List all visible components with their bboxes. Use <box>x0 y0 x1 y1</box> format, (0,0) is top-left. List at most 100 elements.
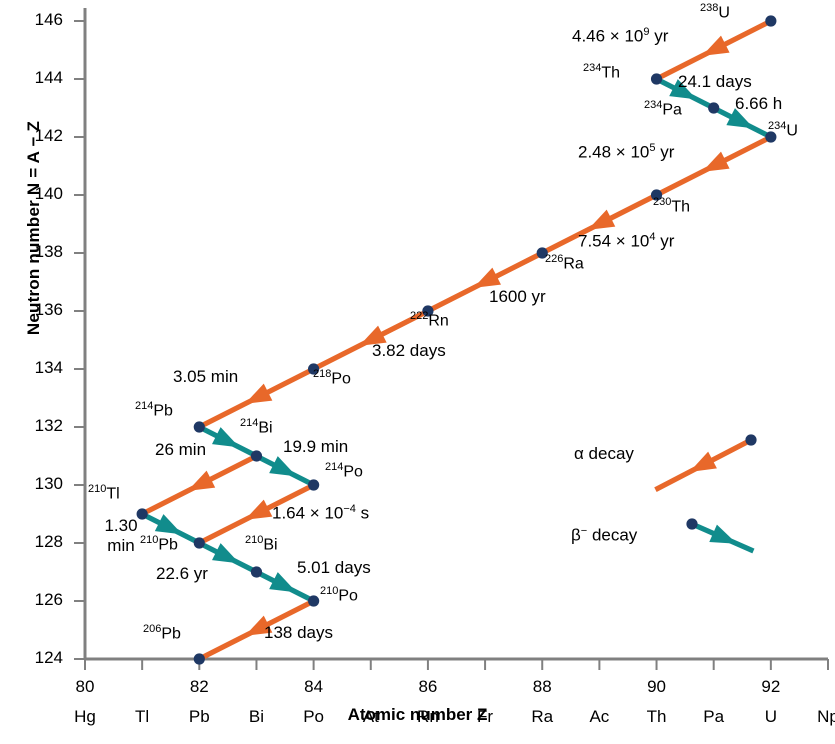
legend-beta-node <box>686 518 698 530</box>
x-tick-92: 92 <box>761 677 781 696</box>
nuclide-node-Po214[interactable] <box>308 479 320 491</box>
nuclide-label-Th234: 234Th <box>583 62 621 82</box>
nuclide-node-Pb214[interactable] <box>193 421 205 433</box>
legend-arrow-layer <box>654 434 757 554</box>
nuclide-node-U234[interactable] <box>765 131 777 143</box>
decay-arrow-Po214-to-Pb210 <box>202 484 311 544</box>
nuclide-label-Th230: 230Th <box>653 196 691 216</box>
x-element-U: U <box>764 707 777 726</box>
nuclide-node-Th234[interactable] <box>650 73 663 85</box>
decay-arrow-Ra226-to-Rn222 <box>431 252 539 312</box>
y-tick-142: 142 <box>34 126 63 145</box>
nuclide-node-Th230[interactable] <box>650 189 663 201</box>
nuclide-label-U238: 238U <box>700 2 730 22</box>
nuclide-node-Po210[interactable] <box>308 595 320 607</box>
y-tick-124: 124 <box>34 648 63 667</box>
decay-arrow-Th234-to-Pa234 <box>659 78 711 109</box>
decay-arrow-Bi214-to-Tl210 <box>145 455 254 515</box>
decay-arrow-U234-to-Th230 <box>659 136 768 196</box>
half-life-hl-Po210: 138 days <box>264 623 333 642</box>
nuclide-node-Ra226[interactable] <box>536 247 548 259</box>
y-tick-146: 146 <box>34 10 63 29</box>
half-life-hl-Pb214: 26 min <box>155 440 207 459</box>
nuclide-label-Rn222: 222Rn <box>410 310 449 330</box>
axis-layer <box>74 8 829 670</box>
decay-arrow-Bi210-to-Po210 <box>259 571 311 602</box>
nuclide-label-Po214: 214Po <box>325 461 363 481</box>
decay-arrow-Th230-to-Ra226 <box>545 194 654 254</box>
y-axis-title: Neutron number N = A − Z <box>24 120 43 336</box>
nuclide-node-Bi214[interactable] <box>250 450 263 462</box>
decay-arrow-layer <box>145 20 768 660</box>
half-life-hl-Bi214: 19.9 min <box>283 437 349 456</box>
decay-arrow-Rn222-to-Po218 <box>316 310 425 370</box>
decay-arrow-U238-to-Th234 <box>659 20 768 80</box>
nuclide-node-Bi210[interactable] <box>250 566 263 578</box>
x-element-Bi: Bi <box>248 707 265 726</box>
y-tick-140: 140 <box>34 184 63 203</box>
nuclide-label-Pa234: 234Pa <box>644 99 682 119</box>
x-tick-86: 86 <box>418 677 438 696</box>
nuclide-node-Pb210[interactable] <box>193 537 205 549</box>
y-tick-144: 144 <box>34 68 63 87</box>
y-tick-138: 138 <box>34 242 63 261</box>
nuclide-label-Pb210: 210Pb <box>140 534 178 554</box>
half-life-hl-Tl210: 1.30 min <box>104 516 138 556</box>
nuclide-label-Pb214: 214Pb <box>135 400 173 420</box>
nuclide-label-Tl210: 210Tl <box>88 483 120 503</box>
legend-beta: β− decay <box>571 525 638 545</box>
nuclide-node-Rn222[interactable] <box>422 305 434 317</box>
half-life-hl-Po218: 3.05 min <box>173 367 239 386</box>
decay-arrow-Po218-to-Pb214 <box>202 368 311 428</box>
nuclide-node-U238[interactable] <box>765 15 777 27</box>
x-element-Ra: Ra <box>531 707 554 726</box>
x-element-At: At <box>362 707 379 726</box>
half-life-hl-U238: 4.46 × 109 yr <box>572 26 669 46</box>
decay-arrow-Pb214-to-Bi214 <box>202 426 254 457</box>
x-tick-90: 90 <box>647 677 666 696</box>
legend-alpha: α decay <box>574 444 634 463</box>
y-tick-126: 126 <box>34 590 63 609</box>
y-tick-132: 132 <box>34 416 63 435</box>
y-tick-136: 136 <box>34 300 63 319</box>
y-tick-134: 134 <box>34 358 63 377</box>
x-element-Tl: Tl <box>135 707 150 726</box>
x-element-Hg: Hg <box>74 707 96 726</box>
nuclide-node-Po218[interactable] <box>308 363 320 375</box>
nuclide-label-U234: 234U <box>768 120 798 140</box>
half-life-hl-Th230: 7.54 × 104 yr <box>578 231 675 251</box>
x-element-Fr: Fr <box>477 707 494 726</box>
half-life-hl-U234: 2.48 × 105 yr <box>578 142 675 162</box>
nuclide-node-Pa234[interactable] <box>708 102 720 114</box>
legend-alpha-node <box>745 434 757 446</box>
nuclide-label-Po210: 210Po <box>320 585 358 605</box>
x-element-Rn: Rn <box>417 707 439 726</box>
x-element-Ac: Ac <box>589 707 610 726</box>
decay-arrow-Po210-to-Pb206 <box>202 600 311 660</box>
half-life-hl-Rn222: 3.82 days <box>372 341 446 360</box>
nuclide-label-Bi214: 214Bi <box>240 417 273 437</box>
half-life-hl-Pa234: 6.66 h <box>735 94 783 113</box>
nuclide-label-Po218: 218Po <box>313 368 351 388</box>
decay-arrow-Bi214-to-Po214 <box>259 455 311 486</box>
half-life-hl-Bi210: 5.01 days <box>297 558 371 577</box>
x-tick-82: 82 <box>189 677 209 696</box>
decay-arrow-Pb210-to-Bi210 <box>202 542 254 573</box>
x-element-Po: Po <box>303 707 324 726</box>
half-life-hl-Th234: 24.1 days <box>678 72 752 91</box>
half-life-hl-Ra226: 1600 yr <box>489 287 546 306</box>
nuclide-label-Ra226: 226Ra <box>545 253 584 273</box>
y-tick-128: 128 <box>34 532 63 551</box>
y-tick-130: 130 <box>34 474 63 493</box>
x-tick-84: 84 <box>304 677 324 696</box>
x-tick-88: 88 <box>532 677 552 696</box>
legend-alpha-arrow <box>654 439 748 493</box>
nuclide-node-Pb206[interactable] <box>193 653 205 665</box>
nuclide-node-Tl210[interactable] <box>136 508 148 520</box>
decay-arrow-Pa234-to-U234 <box>716 107 768 138</box>
x-axis-title: Atomic number Z <box>347 705 488 724</box>
nuclide-label-Bi210: 210Bi <box>245 534 278 554</box>
nuclide-label-Pb206: 206Pb <box>143 623 181 643</box>
